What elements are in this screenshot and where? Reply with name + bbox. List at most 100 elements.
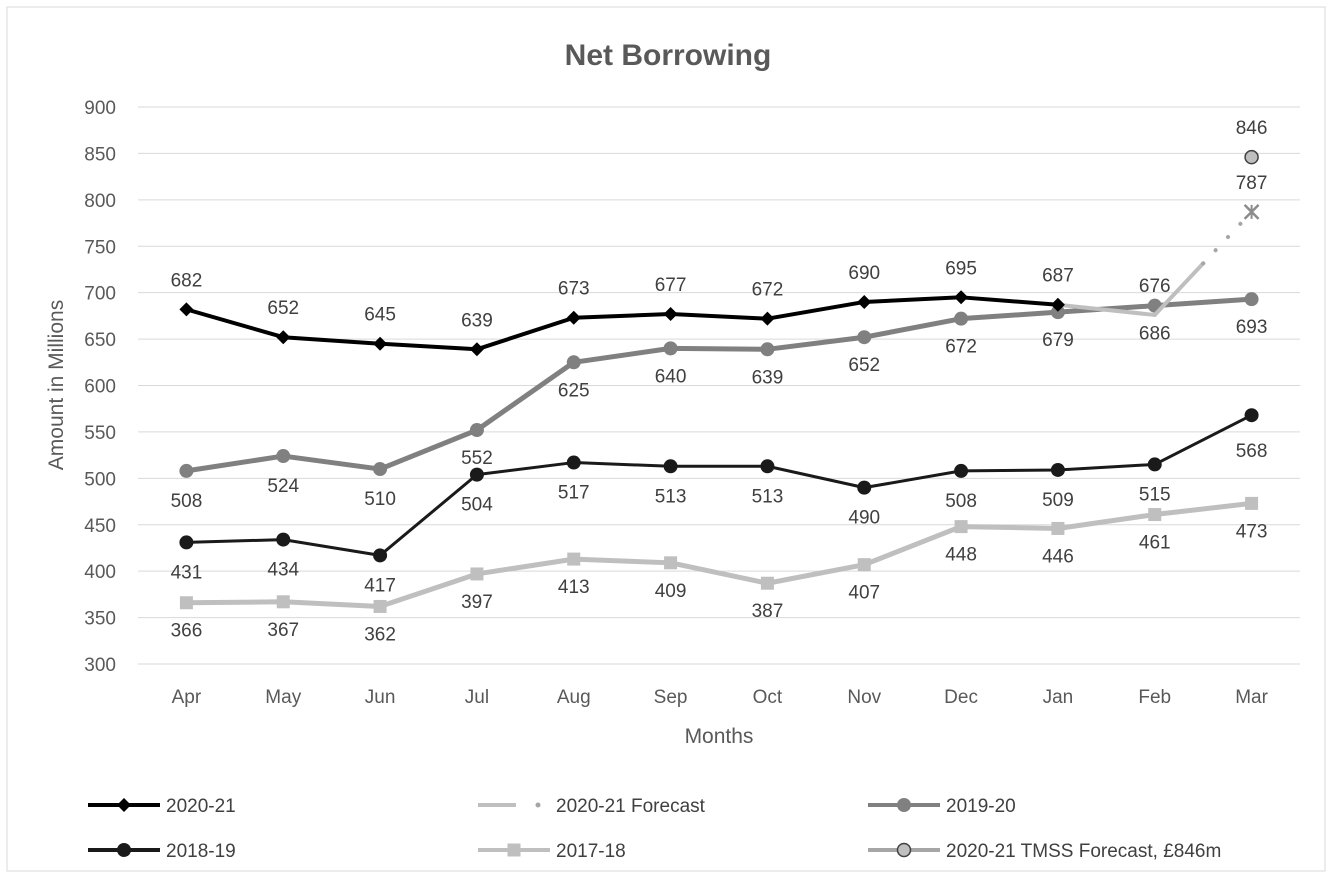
- y-tick-label: 500: [84, 469, 116, 490]
- x-tick-label: May: [265, 687, 301, 708]
- data-point: [373, 462, 388, 477]
- x-tick-label: Oct: [753, 687, 783, 708]
- data-label: 510: [364, 489, 396, 510]
- data-point: [896, 842, 912, 858]
- data-label: 677: [655, 275, 687, 296]
- legend-label: 2019-20: [946, 796, 1016, 817]
- data-label: 690: [848, 263, 880, 284]
- y-tick-label: 850: [84, 144, 116, 165]
- data-label: 407: [848, 583, 880, 604]
- data-point: [954, 463, 969, 478]
- x-tick-label: Feb: [1138, 687, 1171, 708]
- data-point: [760, 459, 775, 474]
- y-tick-label: 400: [84, 562, 116, 583]
- data-label: 787: [1236, 173, 1268, 194]
- data-label: 682: [171, 270, 203, 291]
- x-tick-label: Sep: [654, 687, 688, 708]
- data-point: [760, 311, 775, 326]
- series-0: [179, 290, 1065, 357]
- legend-swatch-dot: [535, 802, 541, 808]
- data-point: [857, 294, 872, 309]
- data-label: 434: [267, 560, 299, 581]
- data-point: [566, 355, 581, 370]
- data-label: 413: [558, 577, 590, 598]
- data-point: [566, 310, 581, 325]
- data-point: [857, 330, 872, 345]
- data-label: 672: [752, 280, 784, 301]
- legend-item: 2017-18: [478, 841, 626, 862]
- data-label: 686: [1139, 324, 1171, 345]
- data-point: [469, 467, 484, 482]
- data-point: [1244, 292, 1259, 307]
- data-point: [1243, 204, 1260, 220]
- data-point: [373, 336, 388, 351]
- data-label: 490: [848, 508, 880, 529]
- x-tick-label: Mar: [1235, 687, 1268, 708]
- legend-label: 2020-21: [166, 796, 236, 817]
- data-label: 640: [655, 366, 687, 387]
- data-point: [179, 535, 194, 550]
- data-point: [897, 798, 911, 812]
- series-2: [179, 292, 1259, 478]
- y-tick-label: 450: [84, 516, 116, 537]
- legend-label: 2018-19: [166, 841, 236, 862]
- x-axis-title: Months: [685, 725, 754, 748]
- data-point: [857, 558, 871, 572]
- x-tick-label: Apr: [172, 687, 202, 708]
- data-point: [663, 341, 678, 356]
- series-line: [185, 295, 1059, 352]
- x-tick-label: Nov: [847, 687, 881, 708]
- x-tick-label: Dec: [944, 687, 978, 708]
- data-point: [507, 843, 521, 857]
- data-point: [954, 520, 968, 534]
- series-line: [186, 500, 1252, 609]
- data-point: [469, 342, 484, 357]
- data-point: [373, 599, 387, 613]
- chart-border: [6, 6, 1326, 872]
- data-point: [469, 423, 484, 438]
- data-label: 509: [1042, 490, 1074, 511]
- gridlines: [138, 106, 1300, 665]
- data-point: [470, 567, 484, 581]
- series-4: [179, 496, 1259, 613]
- data-point: [1051, 521, 1065, 535]
- data-label: 639: [461, 310, 493, 331]
- legend-item: 2020-21: [88, 796, 236, 817]
- data-point: [117, 843, 131, 857]
- data-point: [857, 480, 872, 495]
- data-label: 568: [1236, 441, 1268, 462]
- data-label: 446: [1042, 546, 1074, 567]
- data-label: 645: [364, 305, 396, 326]
- data-point: [117, 798, 131, 812]
- series-line: [1057, 302, 1155, 317]
- legend-label: 2017-18: [556, 841, 626, 862]
- data-label: 517: [558, 483, 590, 504]
- legend-item: 2019-20: [868, 796, 1016, 817]
- data-point: [760, 342, 775, 357]
- data-point: [1050, 305, 1065, 320]
- data-point: [566, 455, 581, 470]
- data-point: [276, 330, 291, 345]
- y-tick-label: 300: [84, 655, 116, 676]
- data-point: [373, 548, 388, 563]
- data-label: 513: [655, 486, 687, 507]
- series-line: [1152, 261, 1206, 317]
- x-tick-label: Aug: [557, 687, 591, 708]
- data-labels-layer: 682 652 645 639 673 677 672 690 695 687 676 787 508 5…: [171, 118, 1268, 645]
- legend-item: 2020-21 TMSS Forecast, £846m: [868, 841, 1221, 862]
- data-point: [954, 290, 969, 305]
- x-tick-label: Jun: [365, 687, 396, 708]
- y-tick-label: 800: [84, 191, 116, 212]
- data-label: 473: [1236, 521, 1268, 542]
- data-label: 652: [848, 355, 880, 376]
- data-label: 695: [945, 258, 977, 279]
- data-label: 672: [945, 337, 977, 358]
- y-axis-title: Amount in Millions: [45, 300, 68, 470]
- y-axis-ticks: 300 350 400 450 500 550 600 650 700 750 800 850 900: [84, 98, 116, 676]
- data-point: [1148, 508, 1162, 522]
- data-point: [663, 459, 678, 474]
- data-label: 367: [267, 620, 299, 641]
- data-label: 504: [461, 495, 493, 516]
